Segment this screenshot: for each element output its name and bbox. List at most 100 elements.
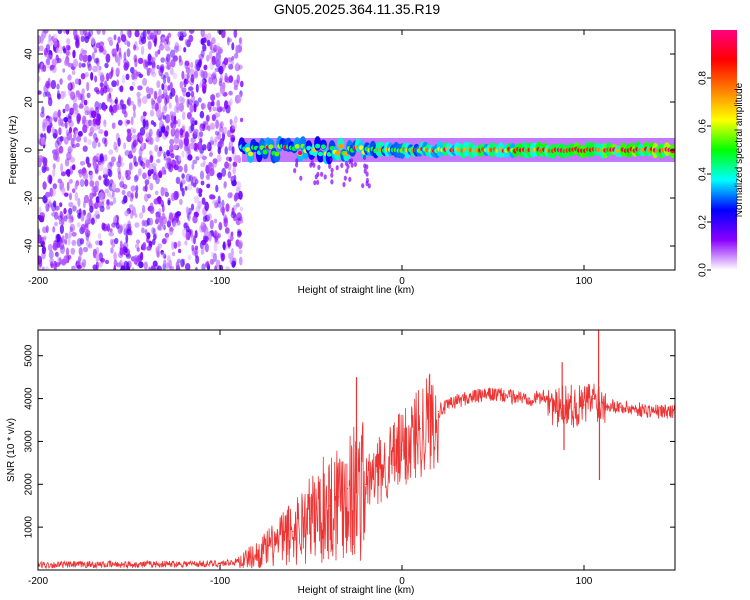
noise-speckle: [111, 191, 115, 198]
noise-speckle: [140, 45, 145, 56]
noise-speckle: [188, 175, 193, 183]
noise-speckle: [68, 126, 73, 134]
noise-speckle: [86, 81, 90, 92]
noise-speckle: [184, 38, 190, 46]
noise-speckle: [96, 30, 101, 35]
signal-tail: [343, 175, 347, 181]
noise-speckle: [181, 70, 185, 80]
noise-speckle: [69, 192, 72, 201]
noise-speckle: [58, 145, 63, 154]
noise-speckle: [218, 222, 223, 231]
snr-point: [619, 406, 622, 408]
noise-speckle: [63, 136, 69, 145]
noise-speckle: [103, 154, 108, 162]
noise-speckle: [71, 239, 77, 246]
noise-speckle: [198, 53, 204, 60]
noise-speckle: [46, 60, 50, 66]
noise-speckle: [198, 131, 204, 137]
noise-speckle: [223, 181, 227, 188]
noise-speckle: [113, 251, 117, 261]
noise-speckle: [182, 89, 187, 97]
noise-speckle: [148, 266, 152, 270]
noise-speckle: [85, 30, 90, 37]
noise-speckle: [117, 103, 122, 111]
noise-speckle: [56, 83, 60, 90]
noise-speckle: [164, 97, 168, 106]
noise-speckle: [138, 155, 142, 166]
noise-speckle: [97, 261, 103, 268]
noise-speckle: [173, 55, 178, 60]
noise-speckle: [96, 214, 101, 219]
noise-speckle: [167, 197, 171, 204]
noise-speckle: [100, 201, 105, 209]
noise-speckle: [116, 79, 120, 87]
noise-speckle: [141, 96, 148, 104]
noise-speckle: [41, 165, 47, 174]
noise-speckle: [201, 155, 207, 161]
noise-speckle: [183, 47, 187, 53]
noise-speckle: [191, 235, 196, 244]
noise-speckle: [94, 180, 100, 188]
noise-speckle: [125, 169, 132, 176]
signal-tail: [350, 158, 354, 164]
noise-speckle: [64, 232, 69, 240]
noise-speckle: [95, 196, 100, 204]
noise-speckle: [64, 192, 69, 197]
noise-speckle: [155, 136, 160, 143]
noise-speckle: [41, 245, 47, 255]
noise-speckle: [199, 123, 204, 132]
noise-speckle: [81, 88, 85, 95]
noise-speckle: [235, 62, 239, 70]
signal-band-core: [274, 151, 280, 157]
noise-speckle: [119, 259, 123, 268]
noise-speckle: [113, 259, 118, 267]
noise-speckle: [126, 190, 132, 198]
noise-speckle: [212, 199, 217, 205]
noise-speckle: [76, 264, 82, 270]
noise-speckle: [235, 154, 241, 163]
noise-speckle: [173, 45, 179, 53]
signal-band-core: [315, 143, 321, 149]
noise-speckle: [160, 251, 166, 258]
noise-speckle: [149, 205, 155, 214]
noise-speckle: [117, 119, 123, 126]
noise-speckle: [142, 118, 146, 128]
signal-tail: [346, 163, 350, 170]
noise-speckle: [43, 160, 47, 166]
noise-speckle: [94, 202, 99, 210]
noise-speckle: [148, 217, 154, 226]
noise-speckle: [177, 138, 182, 144]
noise-speckle: [70, 247, 76, 255]
noise-speckle: [128, 150, 133, 157]
noise-speckle: [162, 105, 167, 114]
noise-speckle: [90, 71, 94, 81]
noise-speckle: [63, 255, 69, 264]
noise-speckle: [207, 32, 212, 41]
noise-speckle: [210, 251, 215, 258]
noise-speckle: [103, 178, 108, 186]
noise-speckle: [57, 215, 63, 221]
signal-tail: [348, 176, 352, 182]
noise-speckle: [68, 207, 73, 215]
noise-speckle: [194, 69, 199, 78]
noise-speckle: [98, 102, 102, 110]
snr-ylabel: SNR (10 * v/v): [6, 418, 17, 482]
noise-speckle: [64, 158, 70, 167]
noise-speckle: [216, 154, 222, 163]
noise-speckle: [198, 58, 203, 65]
noise-speckle: [192, 159, 198, 165]
noise-speckle: [227, 36, 230, 46]
noise-speckle: [225, 266, 230, 270]
noise-speckle: [59, 202, 63, 208]
noise-speckle: [94, 75, 98, 83]
noise-speckle: [103, 104, 107, 112]
noise-speckle: [158, 44, 165, 51]
noise-speckle: [199, 170, 205, 180]
noise-speckle: [183, 222, 188, 229]
noise-speckle: [119, 85, 124, 93]
noise-speckle: [201, 197, 206, 205]
signal-tail: [353, 161, 357, 167]
noise-speckle: [200, 30, 205, 38]
noise-speckle: [205, 164, 210, 175]
noise-speckle: [161, 83, 165, 91]
